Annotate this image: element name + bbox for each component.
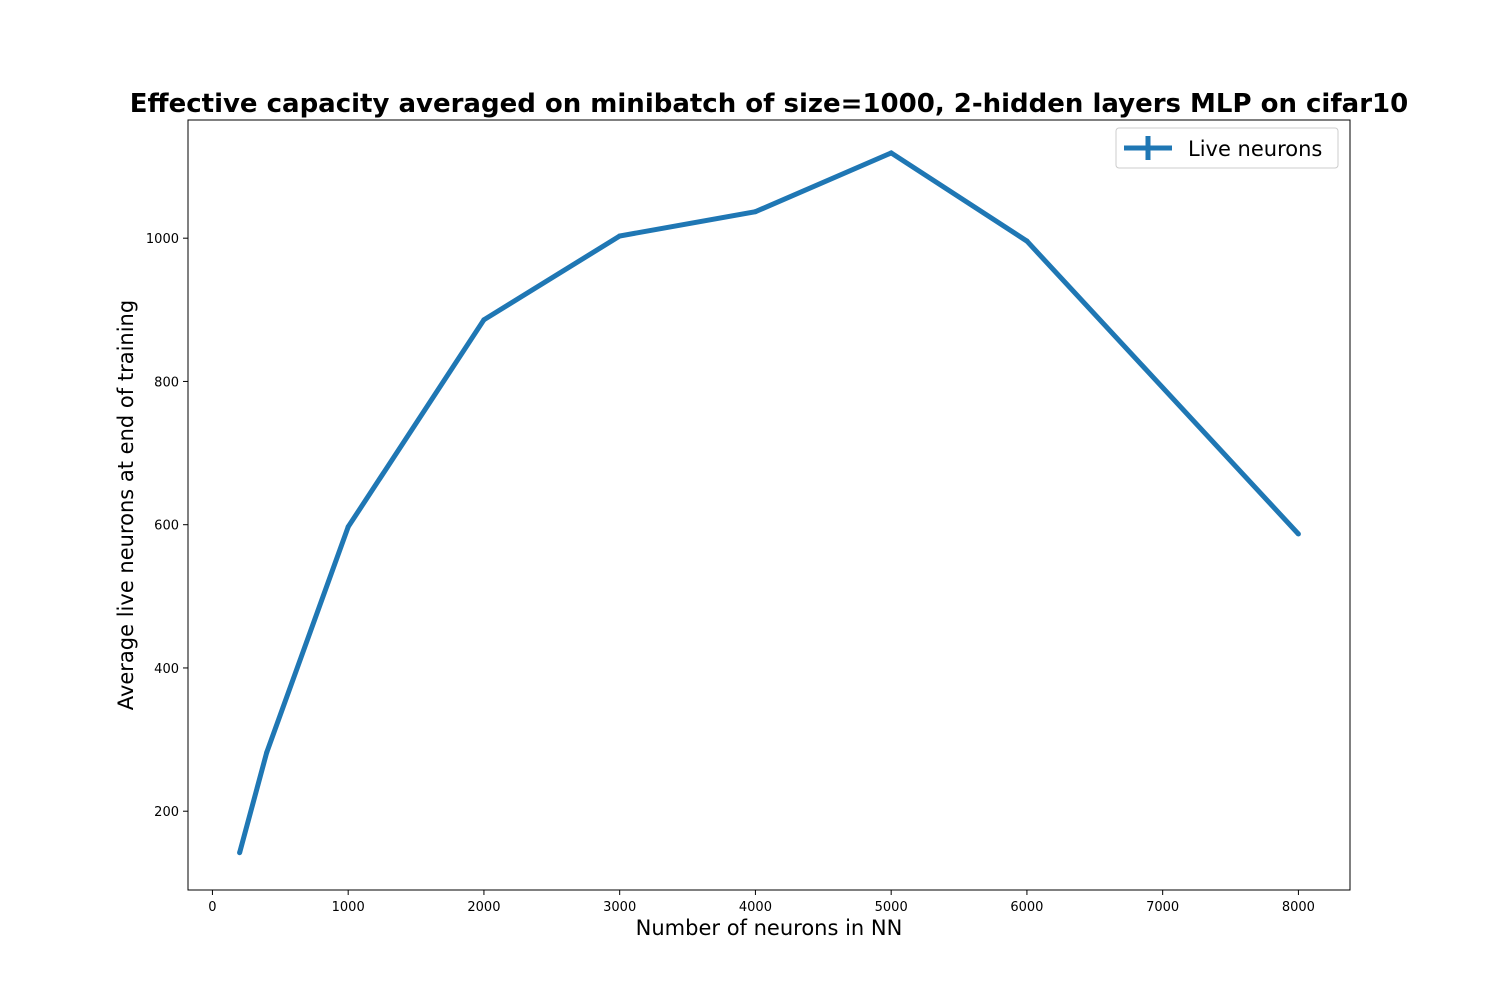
x-tick-label: 3000	[603, 900, 636, 915]
data-point	[481, 317, 487, 323]
x-tick-label: 1000	[332, 900, 365, 915]
plot-frame	[187, 119, 1351, 891]
x-axis-ticks: 0 1000 2000 3000 4000 5000 6000 7000 8000	[208, 890, 1315, 915]
x-axis-label: Number of neurons in NN	[636, 916, 903, 940]
data-point	[237, 850, 243, 856]
data-point	[345, 524, 351, 530]
y-tick-label: 800	[154, 375, 179, 390]
data-point	[617, 233, 623, 239]
legend: Live neurons	[1115, 127, 1339, 169]
y-axis-label: Average live neurons at end of training	[114, 300, 138, 710]
y-tick-label: 1000	[146, 232, 179, 247]
x-tick-label: 2000	[467, 900, 500, 915]
x-tick-label: 0	[208, 900, 216, 915]
data-point	[264, 749, 270, 755]
plot-area	[187, 119, 1351, 891]
chart-title: Effective capacity averaged on minibatch…	[130, 89, 1408, 119]
x-tick-label: 8000	[1282, 900, 1315, 915]
legend-label-live-neurons: Live neurons	[1188, 137, 1322, 161]
y-tick-label: 400	[154, 662, 179, 677]
x-tick-label: 6000	[1010, 900, 1043, 915]
data-point	[888, 150, 894, 156]
y-axis-ticks: 200 400 600 800 1000	[146, 232, 188, 820]
data-point	[752, 209, 758, 215]
y-tick-label: 200	[154, 805, 179, 820]
y-tick-label: 600	[154, 519, 179, 534]
x-tick-label: 5000	[875, 900, 908, 915]
legend-frame	[1115, 127, 1339, 169]
data-point	[1024, 238, 1030, 244]
x-tick-label: 7000	[1146, 900, 1179, 915]
series-line-live-neurons	[237, 150, 1301, 854]
data-point	[1295, 531, 1301, 537]
series-layer	[237, 150, 1301, 856]
x-tick-label: 4000	[739, 900, 772, 915]
